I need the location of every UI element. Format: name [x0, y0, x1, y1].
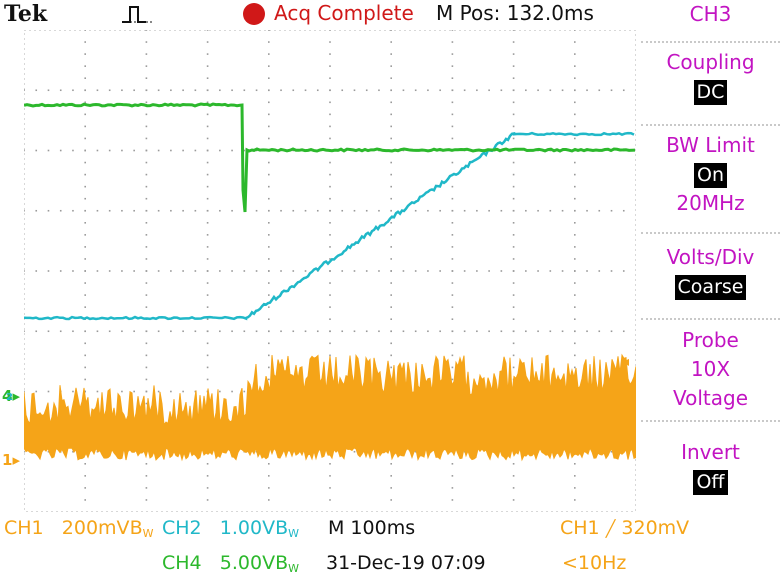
- ch2-waveform: [24, 131, 635, 321]
- bw-limit-value: On: [694, 163, 727, 188]
- horizontal-position: M Pos: 132.0ms: [436, 1, 594, 25]
- trigger-readout[interactable]: CH1 ╱ 320mV: [560, 517, 689, 539]
- bw-limit-frequency: 20MHz: [676, 191, 745, 215]
- acquisition-status-icon: [243, 3, 265, 25]
- invert-value: Off: [693, 470, 728, 495]
- probe-label: Probe: [682, 328, 739, 352]
- menu-divider: [641, 41, 780, 43]
- ch1-scale: 200mV: [61, 517, 130, 539]
- coupling-label: Coupling: [666, 50, 755, 74]
- waveform-display: [24, 30, 636, 512]
- menu-divider: [641, 420, 780, 422]
- status-bar: Tek Acq Complete M Pos: 132.0ms 🡇: [0, 0, 640, 52]
- ch4-readout[interactable]: CH4 5.00VBW: [162, 552, 300, 575]
- readout-bar: CH1 200mVBW CH2 1.00VBW M 100ms CH1 ╱ 32…: [0, 514, 780, 585]
- ch2-ground-marker[interactable]: 2: [6, 392, 13, 403]
- menu-divider: [641, 124, 780, 126]
- timebase-readout[interactable]: M 100ms: [328, 517, 416, 539]
- menu-divider: [641, 232, 780, 234]
- trigger-level: 320mV: [621, 517, 690, 539]
- menu-divider: [641, 318, 780, 320]
- trigger-level-marker[interactable]: ◂: [622, 354, 630, 370]
- ch1-name: CH1: [4, 517, 44, 539]
- bw-limit-button[interactable]: BW Limit On 20MHz: [641, 131, 780, 218]
- invert-label: Invert: [681, 440, 740, 464]
- probe-button[interactable]: Probe 10X Voltage: [641, 326, 780, 413]
- channel-menu: CH3 Coupling DC BW Limit On 20MHz Volts/…: [641, 0, 780, 585]
- volts-div-button[interactable]: Volts/Div Coarse: [641, 243, 780, 301]
- waveform-canvas: [24, 30, 636, 512]
- trigger-frequency: <10Hz: [562, 552, 627, 574]
- ch2-readout[interactable]: CH2 1.00VBW: [162, 517, 300, 540]
- coupling-button[interactable]: Coupling DC: [641, 48, 780, 106]
- menu-title: CH3: [641, 0, 780, 40]
- rising-edge-icon: ╱: [605, 519, 616, 538]
- ch4-waveform: [24, 102, 636, 213]
- ch4-scale: 5.00V: [219, 552, 276, 574]
- volts-div-label: Volts/Div: [666, 245, 755, 269]
- probe-type: Voltage: [672, 386, 749, 410]
- ch1-ground-marker[interactable]: 1▸: [2, 451, 20, 469]
- coupling-value: DC: [693, 80, 728, 105]
- bw-limit-label: BW Limit: [666, 133, 755, 157]
- ch4-ground-marker[interactable]: 4▸: [2, 387, 20, 405]
- ch2-name: CH2: [162, 517, 202, 539]
- ch1-waveform: [24, 353, 636, 462]
- trigger-source: CH1: [560, 517, 600, 539]
- acquisition-status: Acq Complete: [274, 1, 414, 25]
- date-time: 31-Dec-19 07:09: [326, 552, 486, 574]
- probe-attenuation: 10X: [690, 357, 731, 381]
- menu-title-label: CH3: [689, 2, 732, 26]
- ch2-scale: 1.00V: [219, 517, 276, 539]
- ch1-readout[interactable]: CH1 200mVBW: [4, 517, 154, 540]
- ch4-name: CH4: [162, 552, 202, 574]
- brand-logo: Tek: [4, 1, 48, 27]
- invert-button[interactable]: Invert Off: [641, 438, 780, 496]
- volts-div-value: Coarse: [674, 275, 747, 300]
- trigger-pulse-icon: [122, 6, 154, 23]
